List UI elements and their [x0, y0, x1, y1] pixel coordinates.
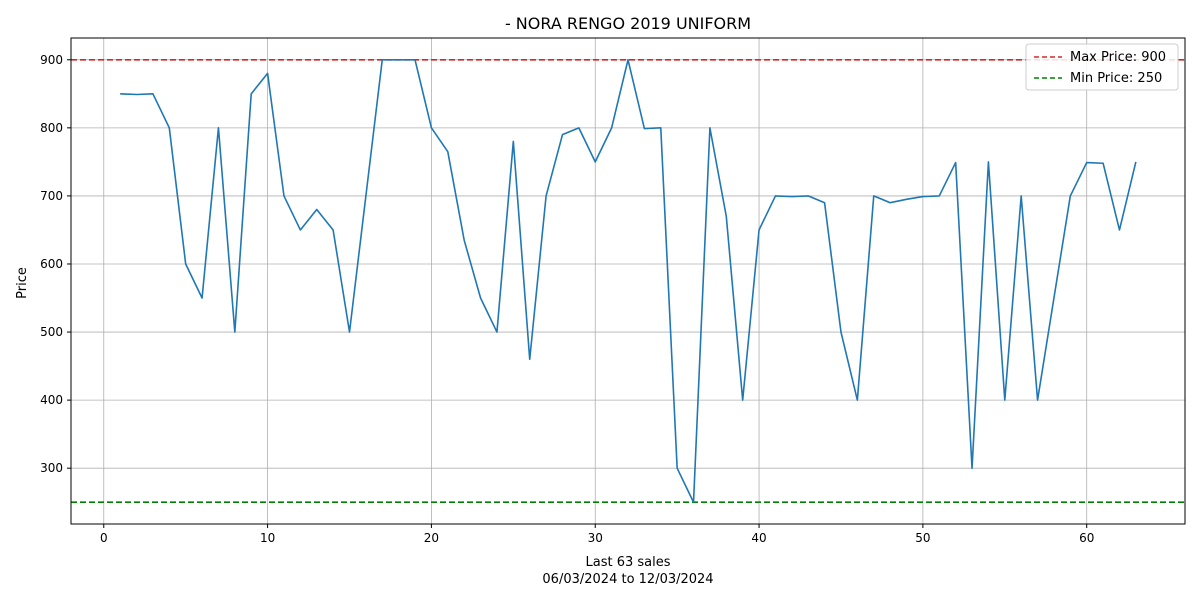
- legend-label-min: Min Price: 250: [1070, 71, 1162, 86]
- x-ticks: 0 10 20 30 40 50 60: [100, 524, 1094, 545]
- y-tick-label: 300: [40, 461, 63, 475]
- x-tick-label: 60: [1079, 531, 1094, 545]
- y-tick-label: 900: [40, 53, 63, 67]
- y-tick-label: 600: [40, 257, 63, 271]
- x-axis-label: Last 63 sales: [585, 555, 670, 570]
- x-tick-label: 30: [588, 531, 603, 545]
- legend: Max Price: 900 Min Price: 250: [1025, 43, 1179, 91]
- legend-box: [1025, 43, 1179, 91]
- y-ticks: 300 400 500 600 700 800 900: [40, 53, 71, 475]
- plot-frame: [70, 37, 1186, 525]
- reference-lines: [71, 58, 1185, 504]
- x-tick-label: 20: [424, 531, 439, 545]
- x-axis-sublabel: 06/03/2024 to 12/03/2024: [542, 572, 713, 587]
- x-tick-label: 0: [100, 531, 108, 545]
- legend-label-max: Max Price: 900: [1070, 50, 1166, 65]
- y-axis-label: Price: [15, 267, 30, 299]
- y-tick-label: 500: [40, 325, 63, 339]
- x-tick-label: 50: [915, 531, 930, 545]
- y-tick-label: 400: [40, 393, 63, 407]
- y-tick-label: 800: [40, 121, 63, 135]
- x-tick-label: 10: [260, 531, 275, 545]
- chart-title: - NORA RENGO 2019 UNIFORM: [505, 14, 751, 33]
- series-group: [120, 58, 1137, 504]
- y-tick-label: 700: [40, 189, 63, 203]
- x-tick-label: 40: [751, 531, 766, 545]
